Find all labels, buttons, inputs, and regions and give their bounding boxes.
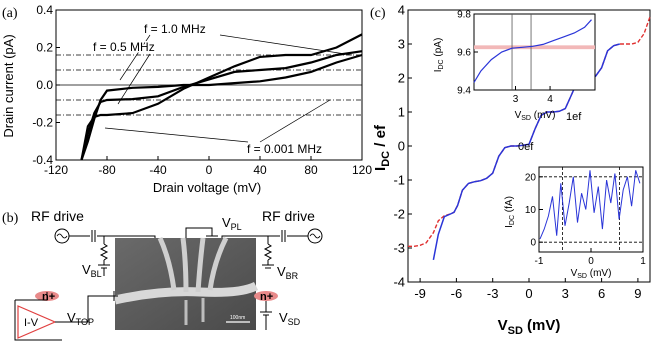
- y-tick-label: -4: [393, 275, 405, 290]
- series-curve-2: [80, 33, 363, 161]
- y-tick-label: 9.8: [457, 10, 471, 21]
- y-tick-label: -3: [393, 241, 405, 256]
- x-tick-label: -120: [44, 163, 68, 177]
- plateau-1ef-label: 1ef: [566, 111, 582, 123]
- panel-c: (c) -9 -6 -3 0 3 6 9 -4 -3 -2 -1 0 1 2 3 4 IDC / ef VSD…: [370, 3, 651, 337]
- x-tick-label: 6: [598, 286, 605, 301]
- y-tick-label: 3: [398, 37, 405, 52]
- y-tick-label: 9.6: [457, 48, 471, 59]
- x-tick-label: 120: [352, 163, 372, 177]
- f-label-0001mhz: f = 0.001 MHz: [247, 142, 322, 156]
- panel-c-ticks: -9 -6 -3 0 3 6 9 -4 -3 -2 -1 0 1 2 3 4: [393, 3, 641, 301]
- y-tick-label: -0.2: [32, 116, 53, 130]
- inset-top-frame: [473, 13, 596, 91]
- rf-line-left: [69, 230, 156, 276]
- v-top-label: VTOP: [67, 310, 94, 327]
- inset-bottom-ylabel: IDC (fA): [504, 196, 516, 228]
- rf-drive-right: RF drive: [262, 208, 315, 224]
- x-tick-label: -9: [414, 286, 426, 301]
- y-tick-label: 20: [525, 172, 537, 183]
- x-tick-label: 3: [562, 286, 569, 301]
- n-plus-left-label: n+: [42, 291, 55, 303]
- x-tick-label: 3: [513, 94, 519, 105]
- inset-bottom-xlabel: VSD (mV): [571, 268, 612, 280]
- panel-b-label: (b): [2, 211, 19, 226]
- y-tick-label: 9.4: [457, 86, 471, 97]
- sem-scale-bar-label: 100nm: [230, 315, 245, 321]
- y-tick-label: -0.4: [32, 153, 53, 167]
- leader-line-1mhz-b: [219, 34, 353, 56]
- rf-source-left-icon: [54, 228, 70, 244]
- rf-drive-left: RF drive: [31, 208, 84, 224]
- f-label-05mhz: f = 0.5 MHz: [93, 40, 155, 54]
- iv-label: I-V: [24, 317, 39, 329]
- y-tick-label: 10: [525, 205, 537, 216]
- panel-a-xlabel: Drain voltage (mV): [153, 180, 261, 195]
- x-tick-label: -40: [149, 163, 167, 177]
- y-tick-label: 0.0: [36, 78, 53, 92]
- v-sd-label: VSD: [279, 310, 301, 327]
- x-tick-label: -3: [487, 286, 499, 301]
- x-tick-label: 4: [547, 94, 553, 105]
- plateau-0ef-label: 0ef: [518, 141, 534, 153]
- inset-bottom-curve: [539, 170, 641, 240]
- y-tick-label: -2: [393, 207, 405, 222]
- panel-c-ylabel: IDC / ef: [372, 124, 392, 171]
- y-tick-label: 0.2: [36, 41, 53, 55]
- y-tick-label: 0: [398, 139, 405, 154]
- sem-micrograph: [114, 236, 259, 330]
- tolerance-band: [474, 45, 595, 50]
- y-tick-label: 2: [398, 71, 405, 86]
- leader-line-1mhz-a: [119, 34, 151, 81]
- panel-a-ylabel: Drain current (pA): [1, 34, 16, 137]
- y-tick-label: 1: [398, 105, 405, 120]
- f-label-1mhz: f = 1.0 MHz: [144, 22, 206, 36]
- panel-b: (b) RF drive RF drive VBL VPL: [2, 208, 323, 341]
- inset-top-ylabel: IDC (pA): [433, 38, 445, 73]
- y-tick-label: 0.4: [36, 3, 53, 17]
- leader-line-0001mhz-b: [259, 99, 331, 143]
- rf-source-right-icon: [307, 228, 323, 244]
- y-tick-label: 4: [398, 3, 405, 18]
- inset-top-curve: [473, 19, 592, 83]
- x-tick-label: 0: [206, 163, 213, 177]
- panel-a-curves: [80, 33, 363, 161]
- panel-a-ticks: -120 -80 -40 0 40 80 120 -0.4 -0.2 0.0 0.2 0.4: [32, 3, 372, 177]
- panel-c-xlabel: VSD (mV): [498, 317, 561, 337]
- panel-a: (a) -120 -80 -40 0 40 80 120-0.4-0.20.00.20.4 …: [1, 3, 372, 195]
- x-tick-label: 0: [588, 256, 594, 267]
- x-tick-label: 9: [634, 286, 641, 301]
- v-br-label: VBR: [277, 264, 299, 281]
- inset-top-content: 3 4 9.4 9.6 9.8: [457, 10, 595, 105]
- x-tick-label: -80: [98, 163, 116, 177]
- x-tick-label: 1: [640, 256, 646, 267]
- leader-line-0001mhz-a: [104, 127, 249, 143]
- panel-a-label: (a): [2, 6, 18, 21]
- leader-line-05mhz: [117, 53, 151, 105]
- inset-top-xlabel: VSD (mV): [515, 110, 556, 122]
- v-pl-label: VPL: [222, 215, 242, 232]
- series-curve-0: [80, 53, 363, 161]
- x-tick-label: 0: [525, 286, 532, 301]
- iv-amplifier-icon: [14, 291, 118, 341]
- n-plus-right-label: n+: [260, 291, 273, 303]
- series-curve-1: [80, 50, 363, 161]
- sd-bias-line: [260, 301, 272, 330]
- rf-line-right: [221, 230, 308, 269]
- x-tick-label: 80: [304, 163, 318, 177]
- panel-c-label: (c): [370, 6, 386, 21]
- x-tick-label: 40: [253, 163, 267, 177]
- n-plus-contact-right: [254, 291, 278, 301]
- x-tick-label: -1: [535, 256, 544, 267]
- x-tick-label: -6: [451, 286, 463, 301]
- v-bl-label: VBL: [82, 262, 102, 279]
- y-tick-label: 0: [530, 238, 536, 249]
- y-tick-label: -1: [393, 173, 405, 188]
